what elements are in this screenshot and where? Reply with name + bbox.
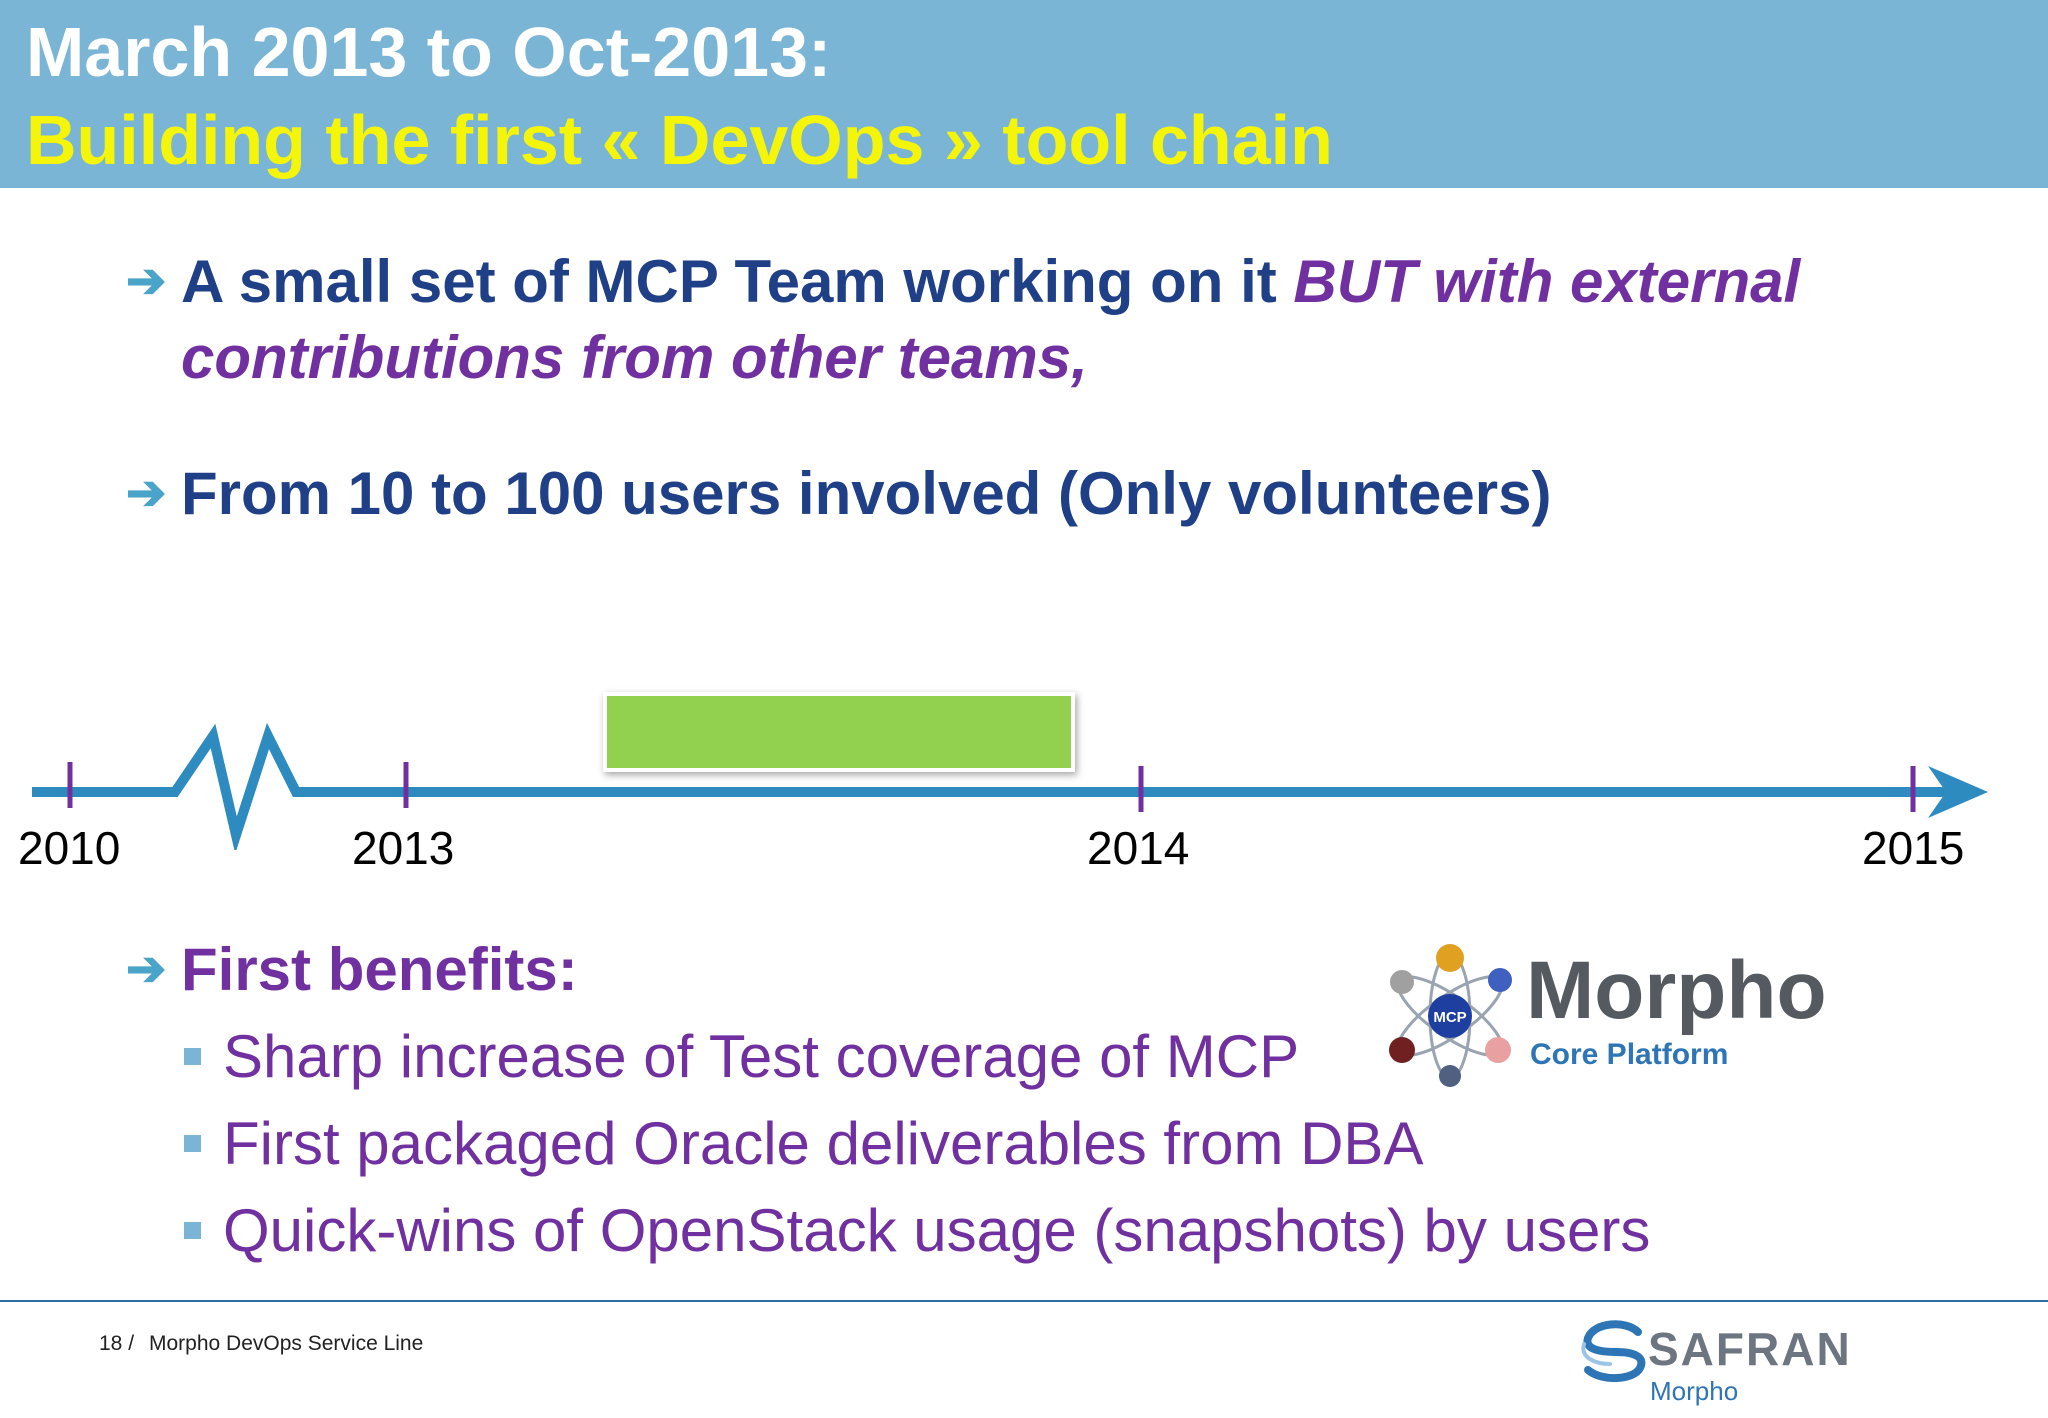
bullet-team: ➔ A small set of MCP Team working on it … (126, 244, 1941, 396)
timeline-arrowhead (1928, 766, 1988, 818)
square-bullet-icon (184, 1048, 201, 1065)
footer-text: Morpho DevOps Service Line (149, 1332, 424, 1355)
arrow-icon: ➔ (126, 943, 167, 996)
bullet-team-text: A small set of MCP Team working on it (181, 248, 1294, 315)
slide-subtitle: Building the first « DevOps » tool chain (26, 101, 1333, 179)
safran-swirl-icon (1581, 1320, 1646, 1382)
benefit-text: Sharp increase of Test coverage of MCP (223, 1023, 1300, 1090)
benefit-item: Sharp increase of Test coverage of MCP (184, 1020, 1300, 1094)
mcp-orbit-icon (1389, 944, 1512, 1087)
square-bullet-icon (184, 1135, 201, 1152)
arrow-icon: ➔ (126, 255, 167, 308)
year-label-2010: 2010 (18, 822, 121, 874)
timeline (32, 722, 1988, 850)
benefit-text: First packaged Oracle deliverables from … (223, 1110, 1424, 1177)
year-label-2015: 2015 (1862, 822, 1965, 874)
bullet-users-text: From 10 to 100 users involved (Only volu… (181, 460, 1552, 527)
period-highlight (603, 692, 1075, 772)
core-platform-label: Core Platform (1530, 1038, 1729, 1071)
morpho-wordmark: Morpho (1526, 945, 1827, 1036)
bullet-team-emphasis: BUT with external contributions from oth… (181, 248, 1801, 391)
safran-wordmark: SAFRAN (1648, 1323, 1852, 1375)
slide-title: March 2013 to Oct-2013: (26, 13, 832, 91)
mcp-logo: MCP (1389, 944, 1512, 1087)
title-banner: March 2013 to Oct-2013: Building the fir… (0, 0, 2048, 188)
page-number: 18 / (99, 1332, 135, 1355)
square-bullet-icon (184, 1222, 201, 1239)
bullet-benefits-text: First benefits: (181, 936, 578, 1003)
mcp-badge-text: MCP (1433, 1009, 1466, 1026)
year-label-2014: 2014 (1087, 822, 1190, 874)
footer-divider (0, 1300, 2048, 1302)
benefit-item: Quick-wins of OpenStack usage (snapshots… (184, 1194, 1651, 1268)
benefit-item: First packaged Oracle deliverables from … (184, 1107, 1424, 1181)
safran-subbrand: Morpho (1650, 1376, 1739, 1406)
benefit-text: Quick-wins of OpenStack usage (snapshots… (223, 1197, 1651, 1264)
arrow-icon: ➔ (126, 467, 167, 520)
year-label-2013: 2013 (352, 822, 455, 874)
bullet-benefits: ➔ First benefits: (126, 932, 1181, 1008)
bullet-users: ➔ From 10 to 100 users involved (Only vo… (126, 456, 1941, 532)
timeline-axis (32, 722, 1960, 850)
